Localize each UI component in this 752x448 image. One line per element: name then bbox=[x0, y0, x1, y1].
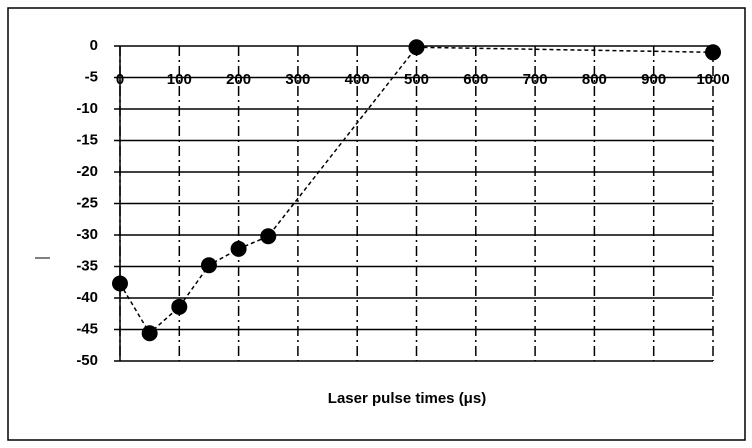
y-tick-label: -40 bbox=[76, 289, 98, 306]
data-point bbox=[112, 275, 128, 292]
x-axis-title: Laser pulse times (μs) bbox=[328, 390, 486, 407]
data-point bbox=[408, 39, 425, 56]
data-point bbox=[705, 44, 721, 61]
x-tick-label: 1000 bbox=[696, 71, 729, 88]
y-tick-label: -15 bbox=[76, 131, 98, 148]
x-tick-label: 900 bbox=[641, 71, 666, 88]
x-tick-label: 800 bbox=[582, 71, 607, 88]
y-tick-label: -30 bbox=[76, 226, 98, 243]
x-tick-label: 100 bbox=[167, 71, 192, 88]
y-tick-label: 0 bbox=[90, 37, 98, 54]
y-tick-label: -20 bbox=[76, 163, 98, 180]
x-tick-label: 200 bbox=[226, 71, 251, 88]
y-tick-label: -45 bbox=[76, 320, 98, 337]
data-point bbox=[141, 325, 158, 342]
y-tick-label: -10 bbox=[76, 100, 98, 117]
x-tick-label: 500 bbox=[404, 71, 429, 88]
data-point bbox=[260, 228, 277, 245]
y-tick-label: -5 bbox=[85, 68, 98, 85]
data-point bbox=[171, 298, 188, 315]
data-point bbox=[200, 257, 217, 274]
y-tick-label: -35 bbox=[76, 257, 98, 274]
y-tick-label: -50 bbox=[76, 352, 98, 369]
data-point bbox=[230, 240, 247, 257]
y-tick-label: -25 bbox=[76, 194, 98, 211]
chart-border bbox=[7, 7, 746, 441]
x-tick-label: 700 bbox=[523, 71, 548, 88]
x-tick-label: 300 bbox=[285, 71, 310, 88]
x-tick-label: 400 bbox=[345, 71, 370, 88]
x-tick-label: 600 bbox=[463, 71, 488, 88]
